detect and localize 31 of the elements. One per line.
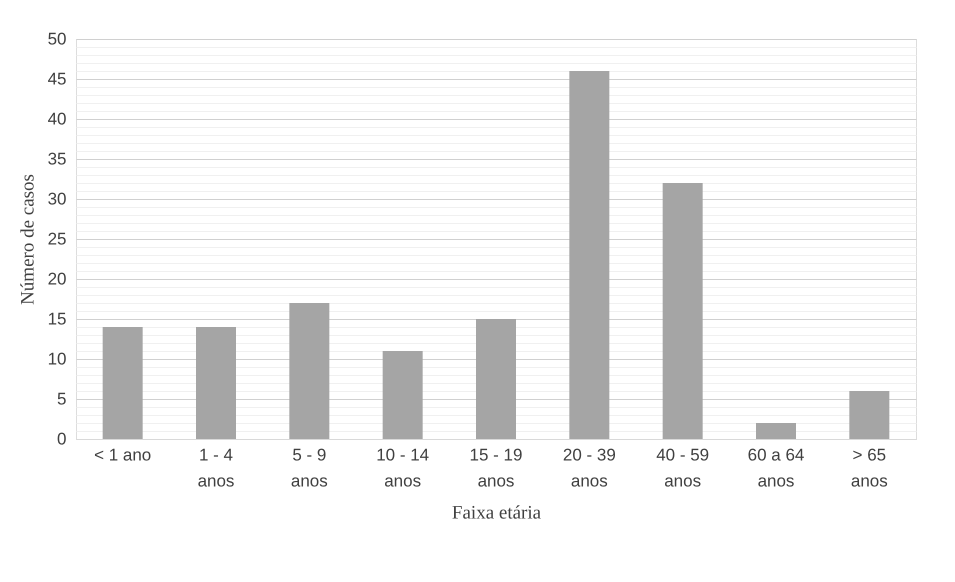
y-tick-label: 25 xyxy=(48,230,66,248)
bar xyxy=(476,319,516,439)
x-tick-label: 60 a 64 anos xyxy=(748,446,804,490)
x-tick-label: < 1 ano xyxy=(94,446,152,464)
bar xyxy=(289,303,330,439)
y-tick-label: 40 xyxy=(48,110,66,128)
y-axis-title: Número de casos xyxy=(18,174,39,305)
y-tick-label: 45 xyxy=(48,70,66,88)
bar xyxy=(756,423,796,439)
bar xyxy=(196,327,236,439)
bar xyxy=(382,351,423,439)
y-tick-label: 50 xyxy=(48,30,66,48)
bar xyxy=(102,327,143,439)
y-tick-label: 35 xyxy=(48,150,66,168)
x-axis-title: Faixa etária xyxy=(452,502,542,524)
bar xyxy=(662,183,703,439)
y-tick-label: 5 xyxy=(57,390,66,408)
bar xyxy=(849,391,890,439)
x-tick-label: > 65 anos xyxy=(850,446,888,490)
x-tick-label: 5 - 9 anos xyxy=(290,446,328,490)
x-tick-label: 15 - 19 anos xyxy=(470,446,522,490)
y-tick-label: 20 xyxy=(48,270,66,288)
y-tick-label: 15 xyxy=(48,310,66,328)
y-tick-label: 30 xyxy=(48,190,66,208)
bar xyxy=(569,71,610,439)
y-tick-label: 0 xyxy=(57,430,66,448)
y-tick-label: 10 xyxy=(48,350,66,368)
x-tick-label: 1 - 4 anos xyxy=(198,446,234,490)
x-tick-label: 20 - 39 anos xyxy=(562,446,616,490)
x-tick-label: 40 - 59 anos xyxy=(656,446,710,490)
x-tick-label: 10 - 14 anos xyxy=(376,446,430,490)
